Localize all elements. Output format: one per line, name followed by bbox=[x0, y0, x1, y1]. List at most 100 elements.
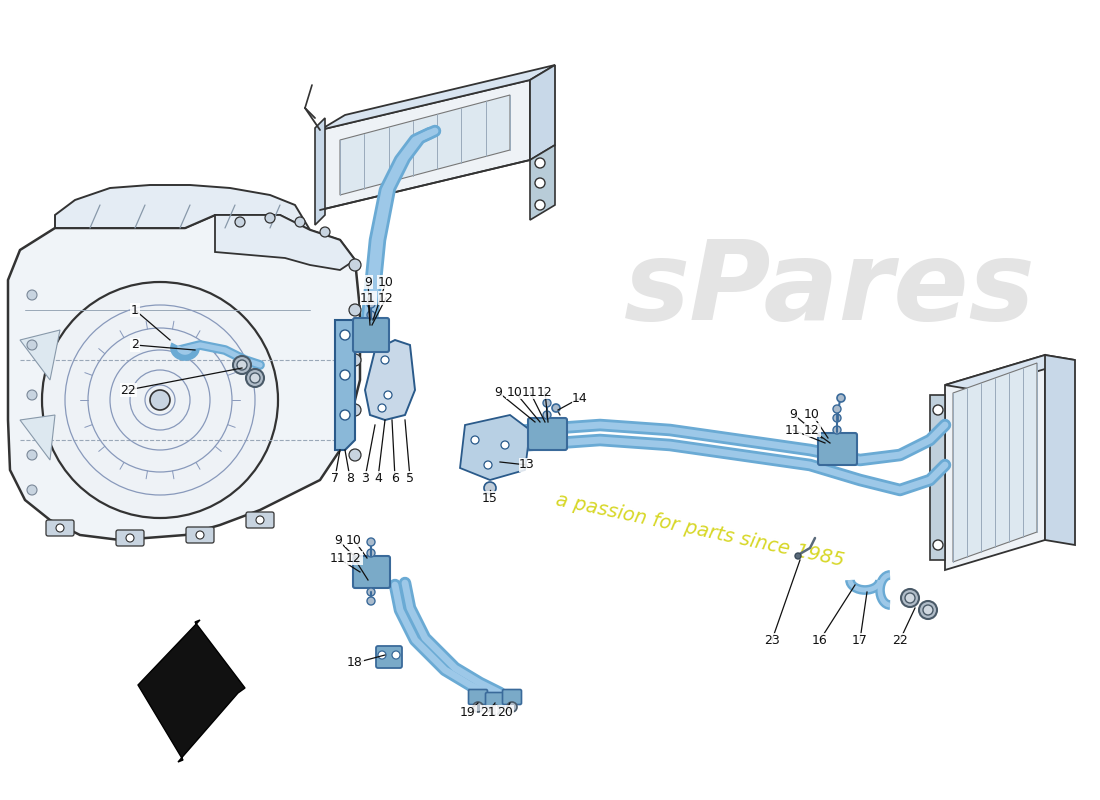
FancyBboxPatch shape bbox=[353, 556, 390, 588]
Circle shape bbox=[367, 300, 375, 308]
Text: 19: 19 bbox=[460, 706, 476, 718]
Polygon shape bbox=[530, 145, 556, 220]
Circle shape bbox=[196, 531, 204, 539]
Circle shape bbox=[543, 411, 551, 419]
Polygon shape bbox=[336, 320, 355, 450]
FancyBboxPatch shape bbox=[503, 690, 521, 705]
Circle shape bbox=[471, 436, 478, 444]
Circle shape bbox=[367, 588, 375, 596]
FancyBboxPatch shape bbox=[485, 693, 505, 707]
Circle shape bbox=[392, 651, 400, 659]
Text: 15: 15 bbox=[482, 491, 498, 505]
Text: 11: 11 bbox=[785, 423, 801, 437]
Circle shape bbox=[250, 373, 260, 383]
Circle shape bbox=[535, 178, 544, 188]
Polygon shape bbox=[8, 215, 360, 540]
Circle shape bbox=[349, 404, 361, 416]
Circle shape bbox=[490, 705, 500, 715]
Circle shape bbox=[381, 356, 389, 364]
Text: 12: 12 bbox=[804, 423, 820, 437]
Circle shape bbox=[384, 391, 392, 399]
Text: 9: 9 bbox=[334, 534, 342, 546]
Text: 10: 10 bbox=[346, 534, 362, 546]
Circle shape bbox=[918, 601, 937, 619]
Text: 12: 12 bbox=[378, 291, 394, 305]
Circle shape bbox=[295, 217, 305, 227]
Circle shape bbox=[923, 605, 933, 615]
Circle shape bbox=[367, 597, 375, 605]
Polygon shape bbox=[945, 355, 1045, 570]
Circle shape bbox=[535, 200, 544, 210]
Text: 22: 22 bbox=[120, 383, 136, 397]
Circle shape bbox=[349, 449, 361, 461]
FancyBboxPatch shape bbox=[469, 690, 487, 705]
Circle shape bbox=[833, 426, 842, 434]
Circle shape bbox=[543, 399, 551, 407]
Text: 12: 12 bbox=[537, 386, 553, 398]
Circle shape bbox=[28, 390, 37, 400]
Circle shape bbox=[349, 304, 361, 316]
Polygon shape bbox=[320, 65, 556, 130]
Circle shape bbox=[552, 404, 560, 412]
Circle shape bbox=[235, 217, 245, 227]
Circle shape bbox=[320, 227, 330, 237]
Polygon shape bbox=[20, 415, 55, 460]
Circle shape bbox=[340, 370, 350, 380]
Text: 13: 13 bbox=[519, 458, 535, 471]
Circle shape bbox=[933, 405, 943, 415]
Circle shape bbox=[236, 360, 248, 370]
Text: 17: 17 bbox=[852, 634, 868, 646]
Text: 11: 11 bbox=[330, 551, 345, 565]
Circle shape bbox=[473, 702, 483, 712]
Circle shape bbox=[367, 549, 375, 557]
Circle shape bbox=[256, 516, 264, 524]
Circle shape bbox=[265, 213, 275, 223]
Text: 20: 20 bbox=[497, 706, 513, 718]
Circle shape bbox=[507, 702, 517, 712]
Polygon shape bbox=[365, 340, 415, 420]
Circle shape bbox=[340, 330, 350, 340]
FancyBboxPatch shape bbox=[818, 433, 857, 465]
Text: a passion for parts since 1985: a passion for parts since 1985 bbox=[554, 490, 846, 570]
Text: 1: 1 bbox=[131, 303, 139, 317]
Polygon shape bbox=[953, 363, 1037, 562]
Polygon shape bbox=[1045, 355, 1075, 545]
Polygon shape bbox=[930, 395, 945, 560]
Polygon shape bbox=[530, 65, 556, 160]
FancyBboxPatch shape bbox=[186, 527, 214, 543]
Text: 9: 9 bbox=[364, 275, 372, 289]
Text: 10: 10 bbox=[507, 386, 522, 398]
Circle shape bbox=[349, 259, 361, 271]
Polygon shape bbox=[20, 330, 60, 380]
Text: 8: 8 bbox=[346, 471, 354, 485]
Circle shape bbox=[367, 311, 375, 319]
Polygon shape bbox=[138, 620, 245, 762]
Polygon shape bbox=[945, 355, 1075, 390]
Circle shape bbox=[795, 553, 801, 559]
Text: sPares: sPares bbox=[624, 237, 1036, 343]
Circle shape bbox=[901, 589, 918, 607]
Text: 11: 11 bbox=[360, 291, 376, 305]
Circle shape bbox=[378, 651, 386, 659]
Text: 5: 5 bbox=[406, 471, 414, 485]
Text: 6: 6 bbox=[392, 471, 399, 485]
Polygon shape bbox=[340, 95, 510, 195]
Text: 21: 21 bbox=[480, 706, 496, 718]
FancyBboxPatch shape bbox=[116, 530, 144, 546]
FancyBboxPatch shape bbox=[246, 512, 274, 528]
Text: 10: 10 bbox=[378, 275, 394, 289]
Circle shape bbox=[933, 540, 943, 550]
Circle shape bbox=[833, 414, 842, 422]
Text: 3: 3 bbox=[361, 471, 368, 485]
Circle shape bbox=[56, 524, 64, 532]
Circle shape bbox=[500, 441, 509, 449]
FancyBboxPatch shape bbox=[528, 418, 566, 450]
Text: 11: 11 bbox=[522, 386, 538, 398]
Circle shape bbox=[905, 593, 915, 603]
Text: 4: 4 bbox=[374, 471, 382, 485]
Text: 22: 22 bbox=[892, 634, 907, 646]
Circle shape bbox=[833, 405, 842, 413]
Polygon shape bbox=[214, 215, 355, 270]
Circle shape bbox=[150, 390, 170, 410]
Text: 18: 18 bbox=[348, 657, 363, 670]
